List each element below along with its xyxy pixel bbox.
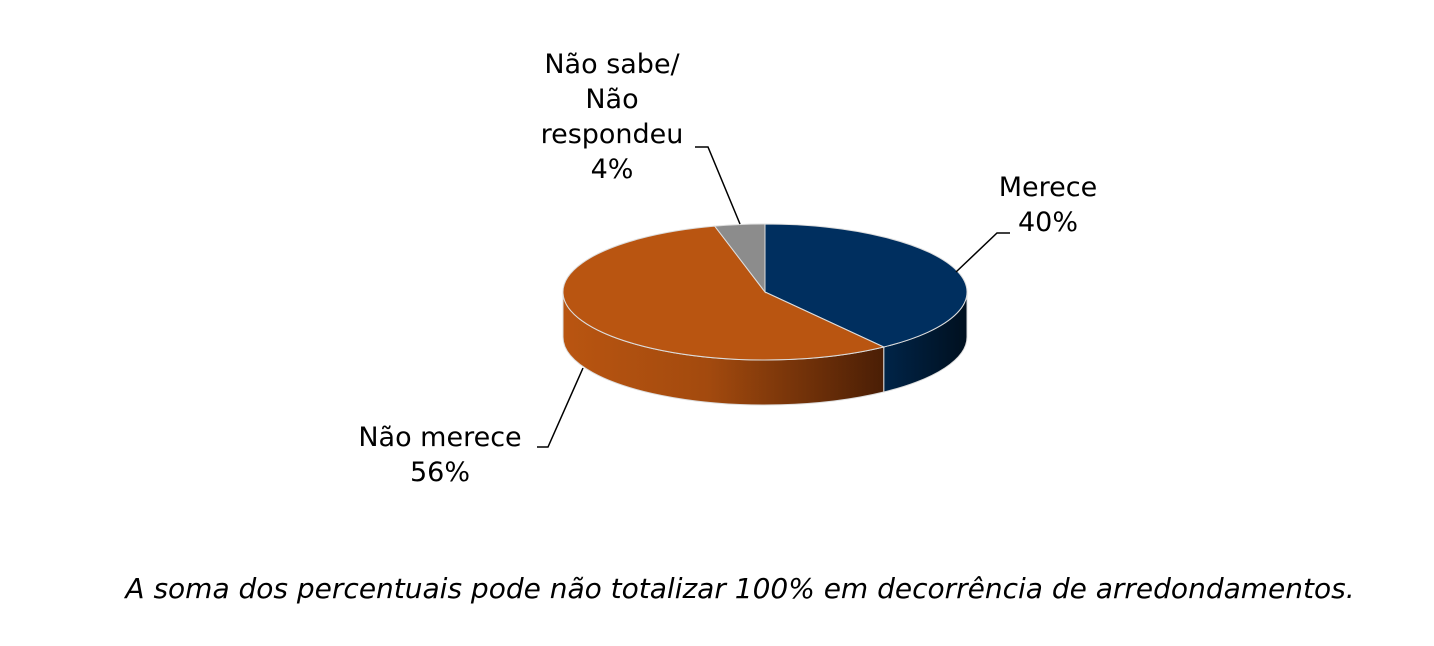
value-label: 4%: [590, 154, 634, 185]
category-label: Não merece: [358, 422, 522, 453]
category-label: Não sabe/ Não respondeu: [540, 49, 684, 150]
category-label: Merece: [998, 172, 1098, 203]
value-label: 56%: [409, 457, 470, 488]
data-label: Merece 40%: [968, 170, 1128, 240]
data-label: Não merece 56%: [330, 420, 550, 490]
slice: [562, 225, 886, 361]
value-label: 40%: [1017, 207, 1078, 238]
leader-line: [695, 146, 741, 225]
slice: [713, 223, 766, 294]
data-label: Não sabe/ Não respondeu 4%: [532, 47, 692, 187]
footnote: A soma dos percentuais pode não totaliza…: [125, 572, 1355, 605]
leader-line: [955, 232, 1010, 273]
leader-line: [537, 367, 584, 448]
